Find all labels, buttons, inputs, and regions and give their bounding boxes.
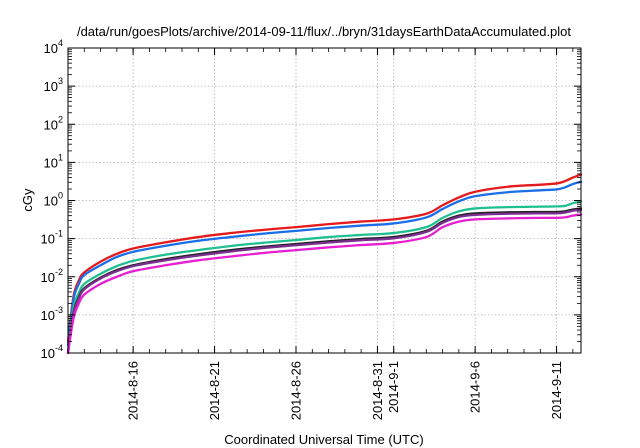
axis-ticks (68, 47, 581, 354)
series-line (66, 213, 583, 355)
y-tick-exponent: 2 (58, 114, 63, 124)
y-tick-exponent: 4 (58, 38, 63, 48)
grid-lines (68, 48, 581, 353)
y-tick-label: 102 (44, 114, 63, 132)
y-tick-label: 10-4 (41, 343, 63, 361)
y-tick-base: 10 (41, 346, 55, 361)
y-tick-base: 10 (44, 41, 58, 56)
y-axis-label: cGy (20, 188, 35, 212)
y-tick-label: 104 (44, 38, 63, 56)
series-line (66, 200, 583, 353)
y-tick-base: 10 (44, 117, 58, 132)
y-tick-exponent: -4 (55, 343, 63, 353)
y-tick-exponent: 3 (58, 76, 63, 86)
y-tick-exponent: 1 (58, 152, 63, 162)
y-tick-label: 100 (44, 191, 63, 209)
y-tick-exponent: 0 (58, 191, 63, 201)
y-tick-label: 10-1 (41, 229, 63, 247)
x-tick-label: 2014-9-6 (468, 361, 483, 413)
series-line (66, 173, 583, 343)
x-tick-label: 2014-8-26 (289, 361, 304, 420)
x-tick-label: 2014-8-31 (370, 361, 385, 420)
y-tick-label: 101 (44, 152, 63, 170)
y-tick-base: 10 (44, 79, 58, 94)
x-tick-label: 2014-8-16 (126, 361, 141, 420)
x-axis-tick-labels: 2014-8-16 2014-8-21 2014-8-26 2014-8-31 2014… (126, 361, 564, 420)
y-tick-base: 10 (44, 155, 58, 170)
y-tick-base: 10 (41, 270, 55, 285)
y-tick-label: 10-2 (41, 267, 63, 285)
x-axis-label: Coordinated Universal Time (UTC) (224, 432, 423, 447)
y-tick-label: 103 (44, 76, 63, 94)
chart-title: /data/run/goesPlots/archive/2014-09-11/f… (77, 24, 571, 39)
y-tick-base: 10 (44, 194, 58, 209)
series-lines (66, 173, 583, 355)
y-tick-base: 10 (41, 308, 55, 323)
x-tick-label: 2014-9-1 (386, 361, 401, 413)
y-tick-exponent: -3 (55, 305, 63, 315)
x-tick-label: 2014-9-11 (549, 361, 564, 419)
series-line (66, 208, 583, 355)
y-tick-exponent: -2 (55, 267, 63, 277)
y-tick-exponent: -1 (55, 229, 63, 239)
x-tick-label: 2014-8-21 (207, 361, 222, 420)
y-tick-base: 10 (41, 232, 55, 247)
series-line (66, 180, 583, 347)
y-tick-label: 10-3 (41, 305, 63, 323)
